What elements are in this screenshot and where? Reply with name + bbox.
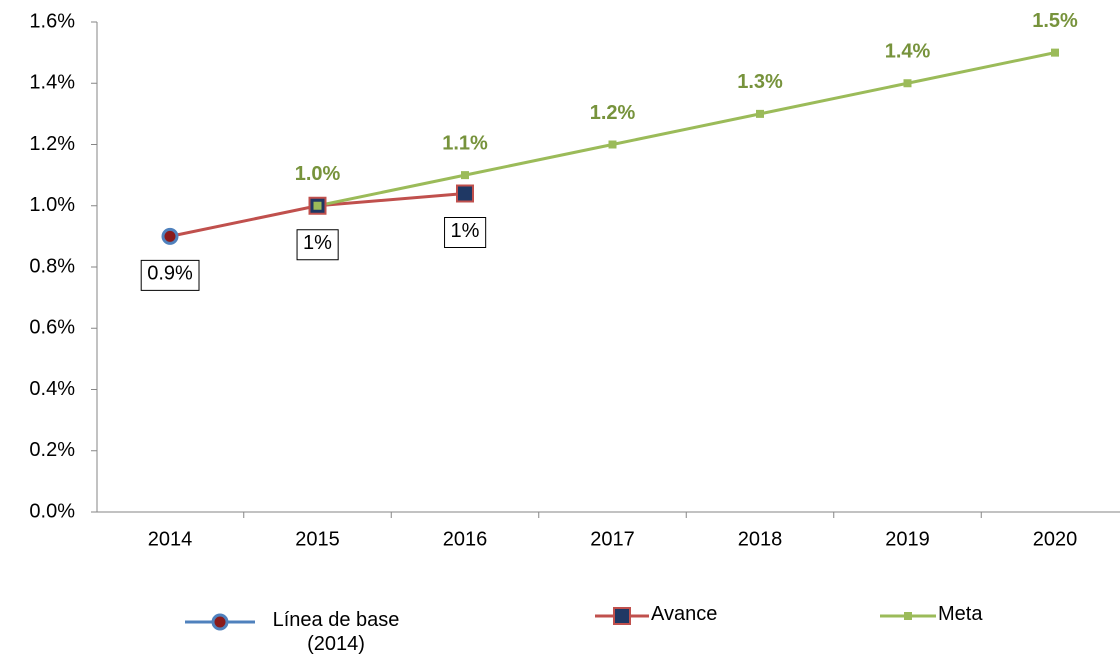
- data-label: 0.9%: [147, 263, 193, 285]
- y-tick-label: 1.4%: [29, 72, 75, 94]
- x-tick-label: 2020: [1033, 528, 1078, 550]
- x-tick-label: 2018: [738, 528, 783, 550]
- y-tick-label: 0.6%: [29, 317, 75, 339]
- series-line: [317, 51, 1056, 208]
- marker: [456, 184, 474, 203]
- data-label: 1.1%: [442, 132, 488, 154]
- legend-label: Línea de base (2014): [272, 609, 400, 655]
- legend-marker: [211, 613, 229, 631]
- x-tick-label: 2017: [590, 528, 635, 550]
- y-tick-label: 1.6%: [29, 10, 75, 32]
- legend-marker: [904, 612, 912, 620]
- y-tick-label: 1.2%: [29, 133, 75, 155]
- legend-marker: [613, 607, 631, 625]
- data-label-box: [140, 259, 200, 291]
- x-tick-label: 2015: [295, 528, 340, 550]
- marker: [903, 79, 912, 88]
- legend-label: Meta: [938, 603, 983, 625]
- y-tick-label: 0.2%: [29, 439, 75, 461]
- marker: [608, 140, 617, 149]
- legend-label: Avance: [651, 603, 718, 625]
- marker: [461, 171, 469, 180]
- y-tick-label: 0.0%: [29, 500, 75, 522]
- x-tick-label: 2019: [885, 528, 930, 550]
- y-tick-label: 0.4%: [29, 378, 75, 400]
- data-label: 1.0%: [295, 163, 341, 185]
- y-tick-label: 0.8%: [29, 255, 75, 277]
- x-tick-label: 2016: [443, 528, 488, 550]
- x-tick-label: 2014: [148, 528, 193, 550]
- marker: [313, 201, 322, 210]
- marker: [1051, 48, 1059, 57]
- y-tick-label: 1.0%: [29, 194, 75, 216]
- data-label-box: [296, 229, 339, 261]
- data-label: 1.4%: [885, 41, 931, 63]
- data-label: 1.2%: [590, 102, 636, 124]
- data-label: 1%: [303, 232, 332, 254]
- marker: [756, 109, 764, 118]
- marker: [161, 227, 179, 245]
- data-label: 1.3%: [737, 71, 783, 93]
- data-label: 1%: [451, 220, 480, 242]
- data-label: 1.5%: [1032, 10, 1078, 32]
- data-label-box: [444, 217, 487, 248]
